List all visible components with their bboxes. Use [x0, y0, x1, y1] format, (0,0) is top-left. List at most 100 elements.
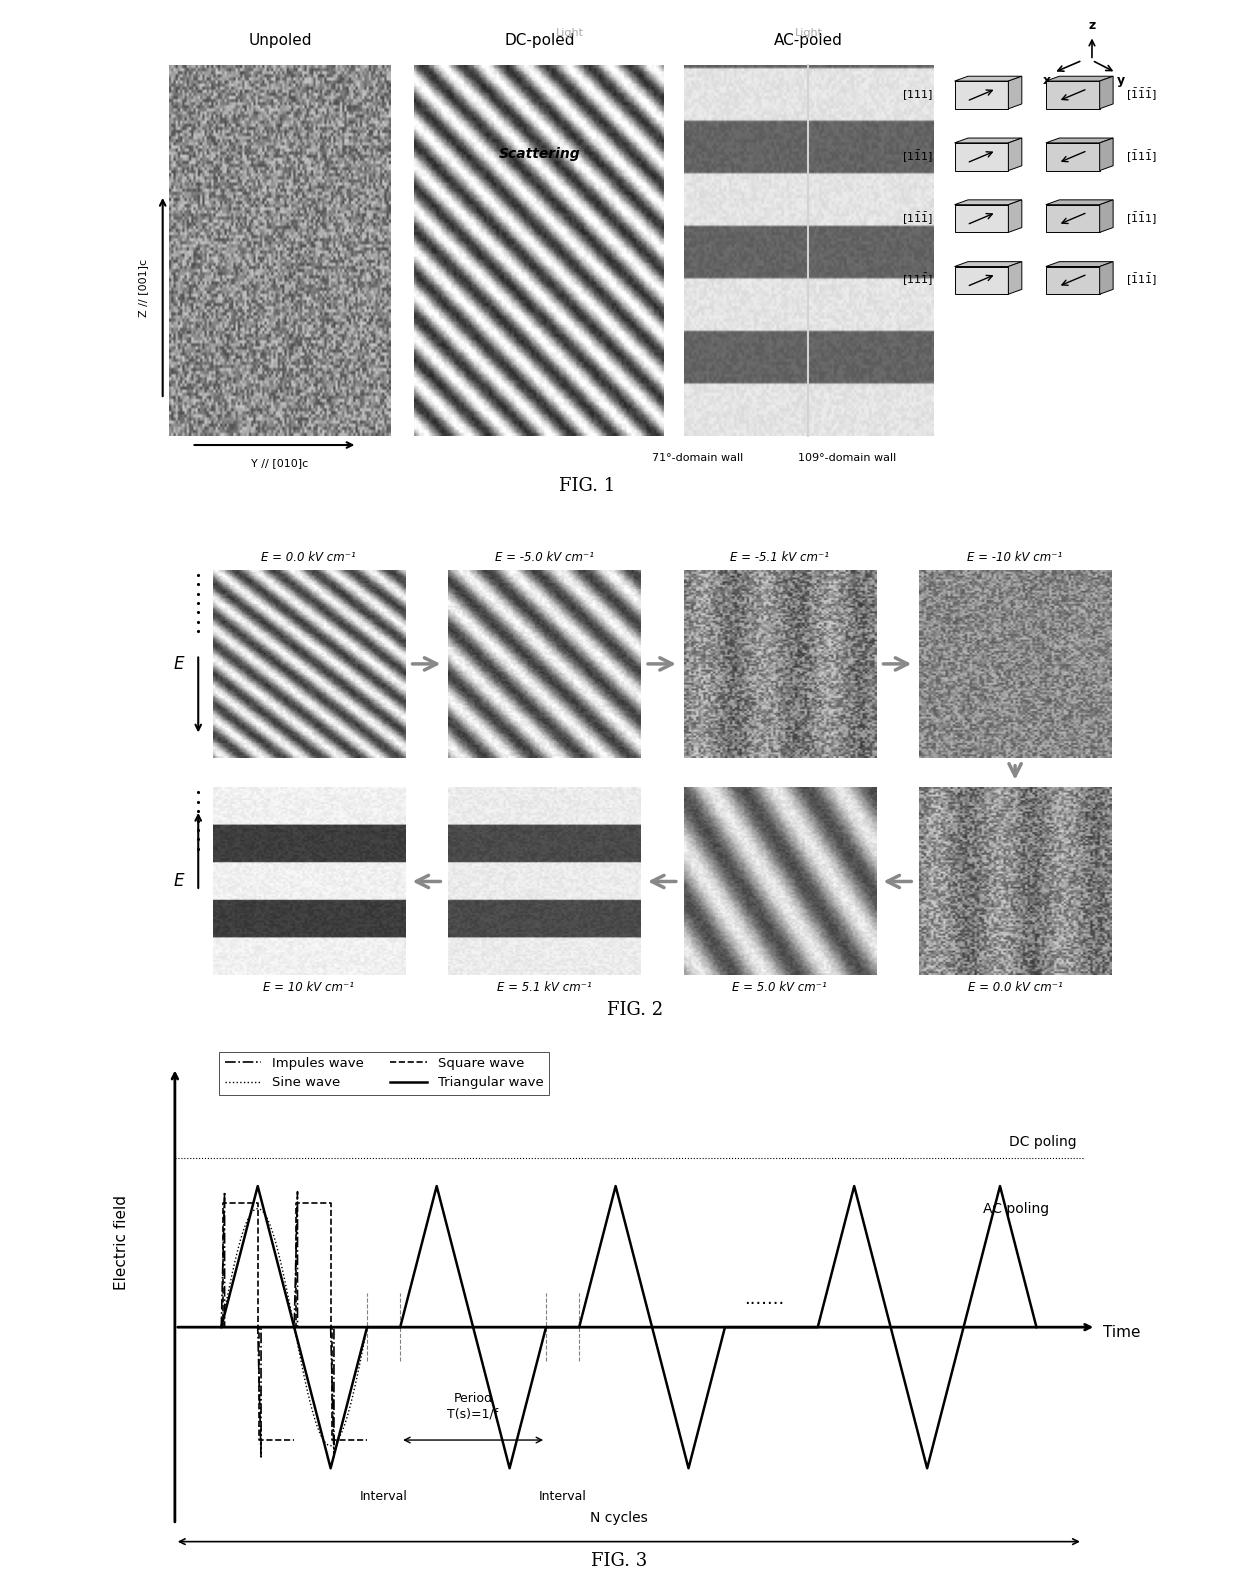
Text: .......: .......: [744, 1289, 785, 1308]
Triangular wave: [466, 1318, 481, 1337]
Triangular wave: [956, 1318, 971, 1337]
Triangular wave: [360, 1318, 374, 1337]
Polygon shape: [1008, 262, 1022, 294]
Text: E: E: [174, 872, 184, 891]
Text: Light: Light: [795, 28, 822, 38]
Square wave: [216, 1193, 231, 1212]
Text: $[\bar{1}1\bar{1}]$: $[\bar{1}1\bar{1}]$: [1126, 149, 1157, 164]
Text: FIG. 2: FIG. 2: [608, 1002, 663, 1019]
Sine wave: [250, 1199, 265, 1218]
Triangular wave: [956, 1318, 971, 1337]
Polygon shape: [1008, 137, 1022, 171]
Text: E = 0.0 kV cm⁻¹: E = 0.0 kV cm⁻¹: [967, 981, 1063, 994]
Triangular wave: [572, 1318, 587, 1337]
Text: 71°-domain wall: 71°-domain wall: [652, 453, 744, 463]
Text: E = 5.1 kV cm⁻¹: E = 5.1 kV cm⁻¹: [497, 981, 591, 994]
Text: $[1\bar{1}\bar{1}]$: $[1\bar{1}\bar{1}]$: [903, 210, 934, 226]
Polygon shape: [1045, 205, 1100, 232]
Impules wave: [213, 1318, 228, 1337]
Text: Time: Time: [1102, 1326, 1141, 1340]
Polygon shape: [955, 137, 1022, 142]
Text: Electric field: Electric field: [114, 1194, 129, 1289]
Impules wave: [326, 1447, 341, 1466]
Text: Period
T(s)=1/f: Period T(s)=1/f: [448, 1392, 498, 1420]
Square wave: [252, 1430, 267, 1449]
Triangular wave: [681, 1458, 696, 1477]
Text: Y // [010]c: Y // [010]c: [252, 458, 309, 468]
Triangular wave: [718, 1318, 733, 1337]
Triangular wave: [324, 1458, 339, 1477]
Text: DC poling: DC poling: [1008, 1136, 1076, 1149]
Triangular wave: [538, 1318, 553, 1337]
Polygon shape: [955, 142, 1008, 171]
Text: $[\bar{1}1\bar{1}]$: $[\bar{1}1\bar{1}]$: [1126, 272, 1157, 289]
Square wave: [250, 1318, 265, 1337]
Polygon shape: [955, 262, 1022, 267]
Triangular wave: [920, 1458, 935, 1477]
Text: E = 5.0 kV cm⁻¹: E = 5.0 kV cm⁻¹: [733, 981, 827, 994]
Impules wave: [324, 1318, 339, 1337]
Text: E = 10 kV cm⁻¹: E = 10 kV cm⁻¹: [263, 981, 355, 994]
Impules wave: [326, 1318, 341, 1337]
Triangular wave: [538, 1318, 553, 1337]
Text: E: E: [174, 654, 184, 673]
Impules wave: [254, 1318, 269, 1337]
Triangular wave: [718, 1318, 733, 1337]
Text: y: y: [1117, 74, 1125, 87]
Sine wave: [215, 1315, 229, 1334]
Polygon shape: [1100, 199, 1114, 232]
Text: FIG. 1: FIG. 1: [559, 477, 615, 495]
Polygon shape: [955, 199, 1022, 205]
Sine wave: [337, 1414, 352, 1433]
Polygon shape: [955, 267, 1008, 294]
Text: x: x: [1043, 74, 1050, 87]
Triangular wave: [429, 1177, 444, 1196]
Impules wave: [217, 1318, 232, 1337]
Text: E = -10 kV cm⁻¹: E = -10 kV cm⁻¹: [967, 551, 1063, 564]
Line: Impules wave: Impules wave: [221, 1191, 367, 1457]
Triangular wave: [286, 1318, 301, 1337]
Text: AC-poled: AC-poled: [774, 33, 843, 47]
Triangular wave: [213, 1318, 228, 1337]
Impules wave: [254, 1447, 269, 1466]
Text: $[11\bar{1}]$: $[11\bar{1}]$: [903, 272, 934, 289]
Sine wave: [324, 1436, 339, 1455]
Triangular wave: [1029, 1318, 1044, 1337]
Square wave: [252, 1318, 267, 1337]
Triangular wave: [847, 1177, 862, 1196]
Triangular wave: [645, 1318, 660, 1337]
Sine wave: [347, 1379, 362, 1398]
Polygon shape: [1045, 199, 1114, 205]
Text: Light: Light: [556, 28, 583, 38]
Sine wave: [304, 1397, 319, 1416]
Triangular wave: [393, 1318, 408, 1337]
Text: AC poling: AC poling: [983, 1202, 1049, 1215]
Polygon shape: [955, 76, 1022, 81]
Polygon shape: [1045, 81, 1100, 109]
Square wave: [250, 1193, 265, 1212]
Triangular wave: [360, 1318, 374, 1337]
Impules wave: [360, 1318, 374, 1337]
Line: Triangular wave: Triangular wave: [221, 1187, 1037, 1468]
Impules wave: [290, 1182, 305, 1201]
Polygon shape: [1045, 76, 1114, 81]
Text: $[\bar{1}\bar{1}1]$: $[\bar{1}\bar{1}1]$: [1126, 210, 1157, 226]
Text: Z // [001]c: Z // [001]c: [139, 259, 149, 318]
Impules wave: [213, 1318, 228, 1337]
Sine wave: [213, 1318, 228, 1337]
Impules wave: [290, 1318, 305, 1337]
Legend: Impules wave, Sine wave, Square wave, Triangular wave: Impules wave, Sine wave, Square wave, Tr…: [219, 1052, 549, 1095]
Polygon shape: [1100, 262, 1114, 294]
Sine wave: [300, 1384, 315, 1403]
Triangular wave: [810, 1318, 825, 1337]
Triangular wave: [992, 1177, 1007, 1196]
Triangular wave: [572, 1318, 587, 1337]
Triangular wave: [883, 1318, 898, 1337]
Polygon shape: [1045, 142, 1100, 171]
Triangular wave: [250, 1177, 265, 1196]
Text: N cycles: N cycles: [590, 1510, 647, 1525]
Square wave: [286, 1430, 301, 1449]
Polygon shape: [1100, 137, 1114, 171]
Triangular wave: [608, 1177, 622, 1196]
Triangular wave: [393, 1318, 408, 1337]
